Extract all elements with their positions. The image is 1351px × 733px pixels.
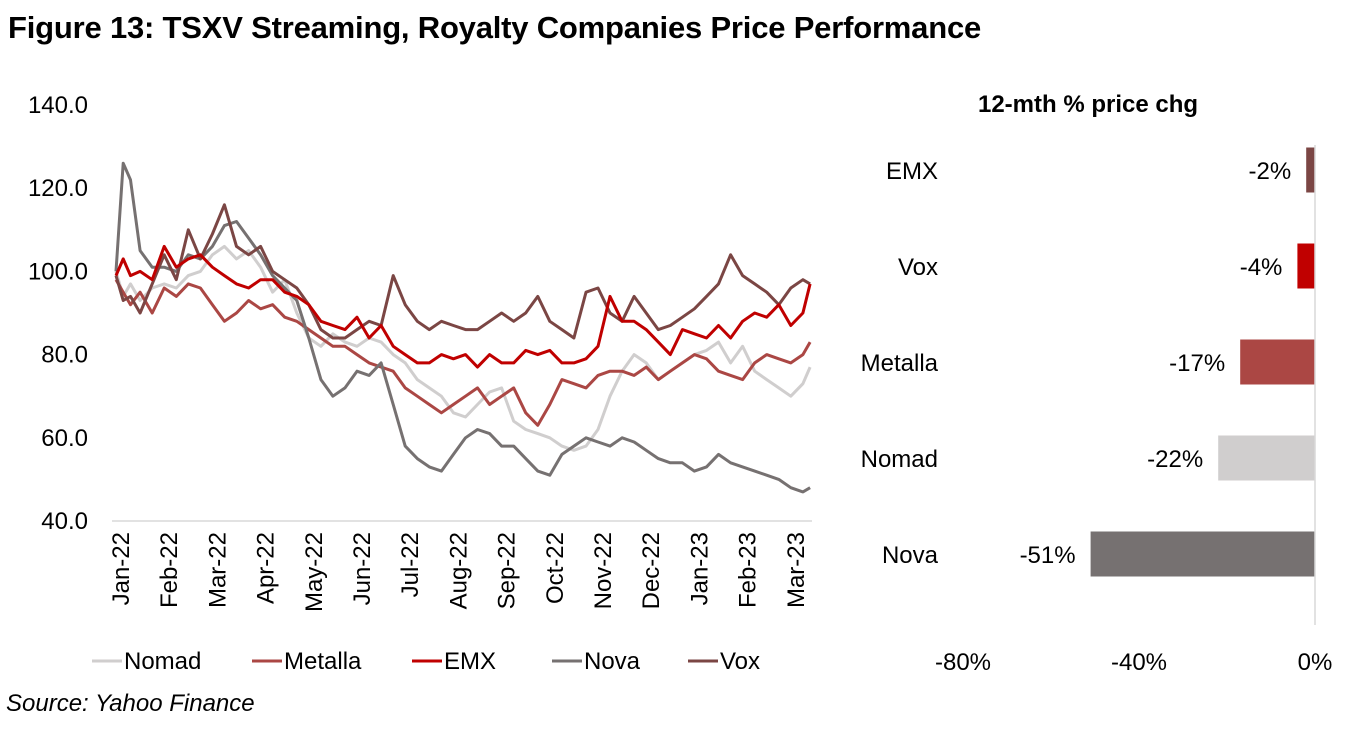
x-tick-label: Jun-22: [349, 532, 376, 605]
y-tick-label: 80.0: [41, 342, 88, 369]
series-line-nomad: [114, 244, 812, 452]
bar-x-tick-label: 0%: [1298, 649, 1333, 676]
y-tick-label: 140.0: [28, 92, 88, 119]
series-lines: [114, 161, 812, 494]
legend: Nomad Metalla EMX Nova Vox: [92, 648, 760, 675]
x-axis-ticks: Jan-22 Feb-22 Mar-22 Apr-22 May-22 Jun-22 Jul-…: [108, 532, 810, 612]
x-tick-label: Oct-22: [542, 532, 569, 604]
bar-nomad: [1218, 435, 1315, 481]
x-tick-label: Mar-22: [204, 532, 231, 608]
y-tick-label: 60.0: [41, 425, 88, 452]
bar-category-label: Nova: [882, 542, 939, 569]
bar-data-label: -4%: [1240, 254, 1283, 281]
bar-category-label: Nomad: [861, 446, 938, 473]
bar-data-label: -17%: [1169, 350, 1225, 377]
x-tick-label: Nov-22: [590, 532, 617, 609]
x-tick-label: Dec-22: [638, 532, 665, 609]
bar-data-label: -22%: [1147, 446, 1203, 473]
bar-category-label: Vox: [898, 254, 938, 281]
x-tick-label: Mar-23: [783, 532, 810, 608]
bars: EMX -2% Vox -4% Metalla -17% Nomad -22% Nova -51%: [861, 147, 1315, 577]
source-note: Source: Yahoo Finance: [6, 690, 255, 717]
series-line-nova: [114, 161, 811, 494]
bar-x-tick-label: -40%: [1111, 649, 1167, 676]
series-line-emx: [114, 244, 812, 369]
bar-x-axis-ticks: -80% -40% 0%: [935, 649, 1332, 676]
legend-label-nomad: Nomad: [124, 648, 201, 675]
y-tick-label: 120.0: [28, 175, 88, 202]
x-tick-label: Jan-23: [686, 532, 713, 605]
legend-label-emx: EMX: [444, 648, 496, 675]
legend-label-metalla: Metalla: [284, 648, 362, 675]
line-chart: 140.0 120.0 100.0 80.0 60.0 40.0 Jan-22 Feb-22…: [28, 92, 812, 675]
bar-metalla: [1240, 339, 1315, 385]
x-tick-label: Sep-22: [494, 532, 521, 609]
x-tick-label: Apr-22: [253, 532, 280, 604]
bar-nova: [1090, 531, 1315, 577]
y-tick-label: 40.0: [41, 508, 88, 535]
bar-x-tick-label: -80%: [935, 649, 991, 676]
bar-vox: [1297, 243, 1315, 289]
figure-title: Figure 13: TSXV Streaming, Royalty Compa…: [8, 10, 982, 45]
x-tick-label: Aug-22: [445, 532, 472, 609]
x-tick-label: Jul-22: [397, 532, 424, 597]
x-tick-label: Feb-22: [156, 532, 183, 608]
legend-label-vox: Vox: [720, 648, 760, 675]
x-tick-label: Jan-22: [108, 532, 135, 605]
legend-label-nova: Nova: [584, 648, 641, 675]
series-line-vox: [114, 203, 811, 340]
bar-category-label: EMX: [886, 158, 938, 185]
bar-chart-title: 12-mth % price chg: [978, 91, 1198, 118]
bar-data-label: -51%: [1020, 542, 1076, 569]
bar-category-label: Metalla: [861, 350, 939, 377]
y-tick-label: 100.0: [28, 258, 88, 285]
series-line-metalla: [114, 278, 812, 427]
bar-emx: [1306, 147, 1315, 193]
bar-chart: 12-mth % price chg EMX -2% Vox -4% Metalla -1…: [861, 91, 1333, 676]
x-tick-label: Feb-23: [735, 532, 762, 608]
bar-data-label: -2%: [1249, 158, 1292, 185]
y-axis-ticks: 140.0 120.0 100.0 80.0 60.0 40.0: [28, 92, 88, 535]
x-tick-label: May-22: [301, 532, 328, 612]
